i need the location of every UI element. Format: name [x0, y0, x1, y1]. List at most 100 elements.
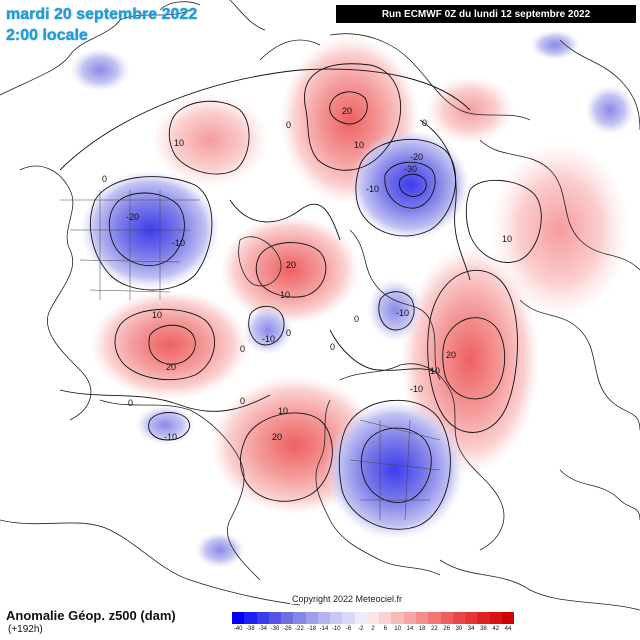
coastline: [0, 519, 301, 606]
contour-label: -10: [410, 384, 423, 394]
contour-line: [384, 161, 436, 209]
negative-anomaly-area: [325, 400, 465, 540]
positive-anomaly-area: [220, 215, 360, 325]
color-scale-swatch: [293, 612, 306, 624]
coastline: [439, 559, 640, 611]
color-scale-tick-label: -14: [319, 626, 329, 632]
contour-label: 0: [422, 118, 427, 128]
contour-line: [329, 91, 368, 125]
forecast-time: 2:00 locale: [6, 27, 88, 44]
color-scale-swatch: [366, 612, 380, 624]
contour-label: 10: [152, 310, 162, 320]
contour-label: 10: [174, 138, 184, 148]
coastline: [519, 299, 640, 431]
anomaly-label: 20: [342, 106, 352, 116]
contour-lines: [59, 63, 542, 530]
contour-line: [148, 412, 190, 441]
contour-line: [255, 242, 327, 298]
contour-line: [248, 305, 285, 346]
negative-anomaly-area: [195, 532, 245, 568]
color-scale-swatch: [244, 612, 257, 624]
color-scale-swatch: [501, 612, 515, 624]
color-scale-swatch: [440, 612, 453, 624]
coastline: [0, 9, 191, 96]
coastline: [339, 363, 505, 551]
contour-line: [114, 308, 215, 381]
contour-line: [427, 270, 518, 433]
contour-line: [419, 119, 471, 281]
forecast-date: mardi 20 septembre 2022: [6, 6, 198, 23]
coastlines: [0, 0, 640, 611]
contour-label: 0: [354, 314, 359, 324]
contour-label: 10: [280, 290, 290, 300]
color-scale-tick-label: 22: [431, 626, 438, 632]
color-scale-tick-label: 38: [480, 626, 487, 632]
contour-line: [59, 68, 471, 171]
color-scale-swatch: [232, 612, 245, 624]
anomaly-label: 20: [286, 260, 296, 270]
contour-label: 0: [240, 396, 245, 406]
coastline: [559, 39, 640, 131]
negative-anomaly-area: [367, 278, 423, 342]
contour-label: 0: [102, 174, 107, 184]
color-scale-swatch: [465, 612, 478, 624]
color-scale-tick-label: 42: [492, 626, 500, 632]
contour-label: 10: [278, 406, 288, 416]
contour-line: [329, 329, 436, 373]
color-scale-tick-label: -2: [358, 626, 364, 632]
contour-label: 0: [330, 342, 335, 352]
contour-line: [378, 291, 415, 331]
negative-anomaly-area: [530, 30, 580, 60]
negative-anomaly-area: [135, 405, 195, 445]
color-scale: [232, 612, 515, 624]
positive-anomaly-area: [150, 92, 270, 188]
contour-labels: 10 10 0 0 0 0 0 10 10 -10 -10 10 0 0 0 1…: [102, 118, 512, 416]
anomaly-label: 20: [446, 350, 456, 360]
contour-label: 0: [128, 398, 133, 408]
coastline: [19, 165, 92, 421]
anomaly-label: -10: [396, 308, 409, 318]
color-scale-tick-label: 6: [383, 626, 387, 632]
color-scale-tick-label: -38: [246, 626, 255, 632]
contour-line: [229, 199, 341, 241]
contour-line: [148, 324, 196, 365]
forecast-lead-time: (+192h): [8, 624, 43, 635]
color-scale-tick-label: 14: [406, 626, 414, 632]
coastline: [559, 469, 640, 521]
contour-line: [59, 389, 271, 412]
anomaly-label: -10: [164, 432, 177, 442]
color-scale-tick-label: 10: [394, 626, 401, 632]
color-scale-swatch: [489, 612, 502, 624]
contour-line: [304, 63, 402, 171]
coastline: [479, 139, 640, 271]
contour-line: [355, 138, 457, 237]
copyright-notice: Copyright 2022 Meteociel.fr: [290, 594, 405, 604]
coastline: [259, 33, 531, 121]
contour-line: [240, 412, 333, 502]
borders: [60, 190, 441, 521]
color-scale-swatch: [281, 612, 294, 624]
color-scale-swatch: [305, 612, 318, 624]
anomaly-label: 20: [166, 362, 176, 372]
contour-line: [108, 192, 185, 267]
color-scale-tick-label: -26: [282, 626, 292, 632]
color-scale-swatch: [342, 612, 355, 624]
border-line: [99, 190, 161, 300]
color-scale-swatch: [428, 612, 441, 624]
contour-label: 10: [430, 366, 440, 376]
contour-line: [465, 179, 542, 263]
color-scale-swatch: [403, 612, 416, 624]
coastline: [159, 0, 266, 31]
contour-line: [442, 317, 506, 400]
coastline: [238, 236, 282, 287]
positive-anomaly-area: [90, 290, 250, 400]
model-run-banner: Run ECMWF 0Z du lundi 12 septembre 2022: [336, 5, 636, 23]
negative-anomaly-area: [585, 85, 635, 135]
anomaly-label: 20: [272, 432, 282, 442]
color-scale-tick-label: 18: [418, 626, 426, 632]
contour-line: [338, 399, 451, 530]
color-scale-tick-label: -34: [258, 626, 267, 632]
color-scale-tick-label: 30: [455, 626, 463, 632]
anomaly-label: -10: [172, 238, 185, 248]
